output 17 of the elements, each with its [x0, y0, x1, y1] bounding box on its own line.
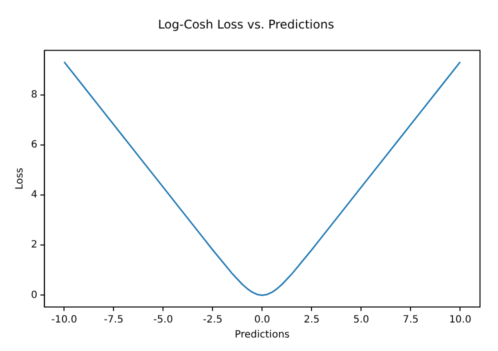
- y-tick-label: 6: [30, 139, 38, 150]
- x-tick-label: 2.5: [304, 314, 320, 326]
- x-tick-label: -2.5: [202, 314, 222, 326]
- x-axis-title: Predictions: [234, 330, 290, 341]
- y-tick-label: 0: [30, 290, 38, 301]
- x-tick-label: 7.5: [402, 314, 419, 326]
- y-tick-label: 2: [30, 240, 38, 251]
- x-tick-label: -10.0: [51, 314, 78, 326]
- y-tick-label: 4: [30, 190, 38, 201]
- x-tick-label: 10.0: [449, 314, 472, 326]
- x-tick-label: 5.0: [353, 314, 370, 326]
- x-tick-label: -7.5: [104, 314, 124, 326]
- x-tick-label: -5.0: [153, 314, 173, 326]
- y-axis-title: Loss: [14, 168, 26, 190]
- y-tick-label: 8: [30, 89, 38, 100]
- chart-title: Log-Cosh Loss vs. Predictions: [158, 17, 334, 32]
- x-tick-label: 0.0: [254, 314, 270, 326]
